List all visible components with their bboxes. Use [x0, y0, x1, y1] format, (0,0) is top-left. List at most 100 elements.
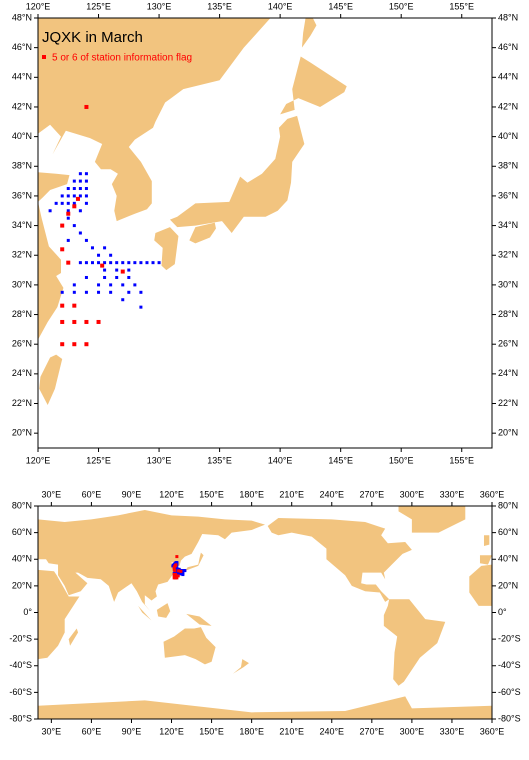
y-tick-label: 28°N	[498, 309, 518, 319]
station	[103, 261, 107, 265]
station	[72, 187, 76, 191]
station	[78, 179, 82, 183]
station	[78, 231, 82, 235]
station	[127, 290, 131, 294]
land	[163, 627, 216, 665]
station	[84, 172, 88, 176]
x-tick-label: 150°E	[389, 1, 414, 11]
station	[90, 246, 94, 250]
station	[72, 283, 76, 287]
land	[38, 569, 80, 660]
y-tick-label: 44°N	[12, 72, 32, 82]
y-tick-label: 36°N	[498, 190, 518, 200]
station	[72, 204, 77, 209]
land	[39, 354, 63, 405]
station	[109, 283, 113, 287]
station	[109, 253, 113, 257]
y-tick-label: 30°N	[498, 279, 518, 289]
station	[72, 303, 77, 308]
station	[84, 201, 88, 205]
x-tick-label: 360°E	[480, 489, 505, 499]
station	[151, 261, 155, 265]
x-tick-label: 155°E	[449, 455, 474, 465]
y-tick-label: 20°N	[498, 428, 518, 438]
x-tick-label: 135°E	[207, 455, 232, 465]
station	[84, 275, 88, 279]
x-tick-label: 125°E	[86, 455, 111, 465]
y-tick-label: 0°	[23, 607, 32, 617]
station	[127, 275, 131, 279]
station	[78, 172, 82, 176]
y-tick-label: 48°N	[12, 12, 32, 22]
land	[479, 555, 492, 565]
station	[127, 268, 131, 272]
x-tick-label: 330°E	[440, 489, 465, 499]
station	[72, 194, 76, 198]
station	[72, 290, 76, 294]
y-tick-label: -60°S	[498, 687, 521, 697]
station	[175, 576, 179, 580]
y-tick-label: 30°N	[12, 279, 32, 289]
station	[109, 261, 113, 265]
x-tick-label: 140°E	[268, 1, 293, 11]
land	[154, 227, 179, 271]
station	[78, 209, 82, 213]
y-tick-label: 36°N	[12, 190, 32, 200]
station	[66, 211, 71, 216]
y-tick-label: -80°S	[9, 713, 32, 723]
station	[179, 569, 183, 573]
station	[84, 187, 88, 191]
station	[100, 263, 105, 268]
station	[60, 290, 64, 294]
station	[78, 261, 82, 265]
y-tick-label: 80°N	[498, 500, 518, 510]
x-tick-label: 120°E	[159, 726, 184, 736]
map-title: JQXK in March	[42, 29, 143, 46]
station	[172, 565, 176, 569]
station	[145, 261, 149, 265]
x-tick-label: 270°E	[360, 489, 385, 499]
land	[138, 605, 152, 621]
x-tick-label: 150°E	[389, 455, 414, 465]
land	[169, 115, 305, 233]
station	[75, 196, 80, 201]
x-tick-label: 240°E	[319, 726, 344, 736]
station	[175, 555, 179, 559]
x-tick-label: 210°E	[279, 726, 304, 736]
y-tick-label: 60°N	[12, 527, 32, 537]
station	[60, 194, 64, 198]
station	[133, 261, 137, 265]
land	[38, 172, 70, 340]
station	[66, 216, 70, 220]
station	[103, 246, 107, 250]
y-tick-label: 44°N	[498, 72, 518, 82]
y-tick-label: 26°N	[498, 339, 518, 349]
land	[469, 564, 492, 606]
x-tick-label: 155°E	[449, 1, 474, 11]
legend-label: 5 or 6 of station information flag	[52, 53, 192, 64]
y-tick-label: 40°N	[12, 554, 32, 564]
x-tick-label: 145°E	[328, 455, 353, 465]
station	[90, 261, 94, 265]
station	[84, 194, 88, 198]
x-tick-label: 180°E	[239, 489, 264, 499]
station	[157, 261, 161, 265]
y-tick-label: 40°N	[498, 554, 518, 564]
land	[483, 535, 490, 546]
station	[84, 104, 89, 109]
x-tick-label: 90°E	[122, 489, 142, 499]
station	[72, 179, 76, 183]
x-tick-label: 90°E	[122, 726, 142, 736]
station	[72, 201, 76, 205]
y-tick-label: 0°	[498, 607, 507, 617]
station	[60, 247, 65, 252]
x-tick-label: 120°E	[26, 1, 51, 11]
legend-marker	[42, 55, 46, 59]
x-tick-label: 130°E	[147, 455, 172, 465]
x-tick-label: 330°E	[440, 726, 465, 736]
y-tick-label: 32°N	[12, 250, 32, 260]
y-tick-label: 60°N	[498, 527, 518, 537]
y-tick-label: -60°S	[9, 687, 32, 697]
x-tick-label: 60°E	[82, 489, 102, 499]
